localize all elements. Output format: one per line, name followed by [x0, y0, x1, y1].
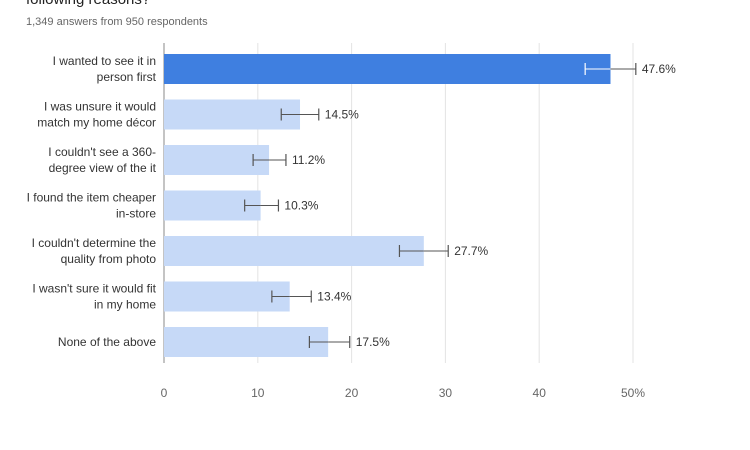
category-label: I couldn't see a 360-degree view of the … [48, 145, 156, 175]
value-label: 10.3% [284, 199, 318, 213]
x-tick-label: 0 [161, 386, 168, 400]
x-tick-label: 40 [533, 386, 547, 400]
x-tick-label: 20 [345, 386, 359, 400]
error-bar [244, 199, 280, 212]
x-tick-label: 30 [439, 386, 453, 400]
error-bar [308, 336, 351, 348]
error-bar [252, 154, 287, 166]
bar [164, 145, 270, 175]
x-tick-label: 10 [251, 386, 265, 400]
value-label: 17.5% [356, 335, 390, 349]
category-label: None of the above [58, 335, 156, 349]
error-bars [244, 63, 637, 348]
chart-subtitle: 1,349 answers from 950 respondents [26, 16, 208, 28]
category-label: I wanted to see it in person first [53, 54, 157, 84]
value-label: 14.5% [325, 108, 359, 122]
bar [164, 99, 301, 130]
category-label: I was unsure it would match my home décor [37, 100, 156, 130]
bar [164, 327, 329, 357]
chart-title: following reasons? [26, 0, 150, 8]
value-labels: 47.6% 14.5% 11.2% 10.3% 27.7% 13.4% 17.5% [284, 62, 676, 349]
bar [164, 54, 611, 84]
category-label: I found the item cheaper in-store [27, 191, 157, 221]
error-bar [584, 63, 637, 75]
value-label: 11.2% [292, 153, 325, 167]
error-bar [271, 290, 312, 303]
category-labels: I wanted to see it in person first I was u… [27, 54, 157, 349]
error-bar [280, 108, 320, 121]
x-tick-label: 50% [621, 386, 645, 400]
bars [164, 54, 611, 357]
x-axis-ticks: 0 10 20 30 40 50% [161, 386, 646, 400]
category-label: I wasn't sure it would fit in my home [32, 282, 156, 312]
value-label: 47.6% [642, 62, 676, 76]
error-bar [398, 245, 449, 257]
category-label: I couldn't determine the quality from pho… [32, 236, 157, 266]
value-label: 27.7% [454, 244, 488, 258]
value-label: 13.4% [317, 290, 351, 304]
bar [164, 281, 290, 312]
bar [164, 236, 424, 266]
